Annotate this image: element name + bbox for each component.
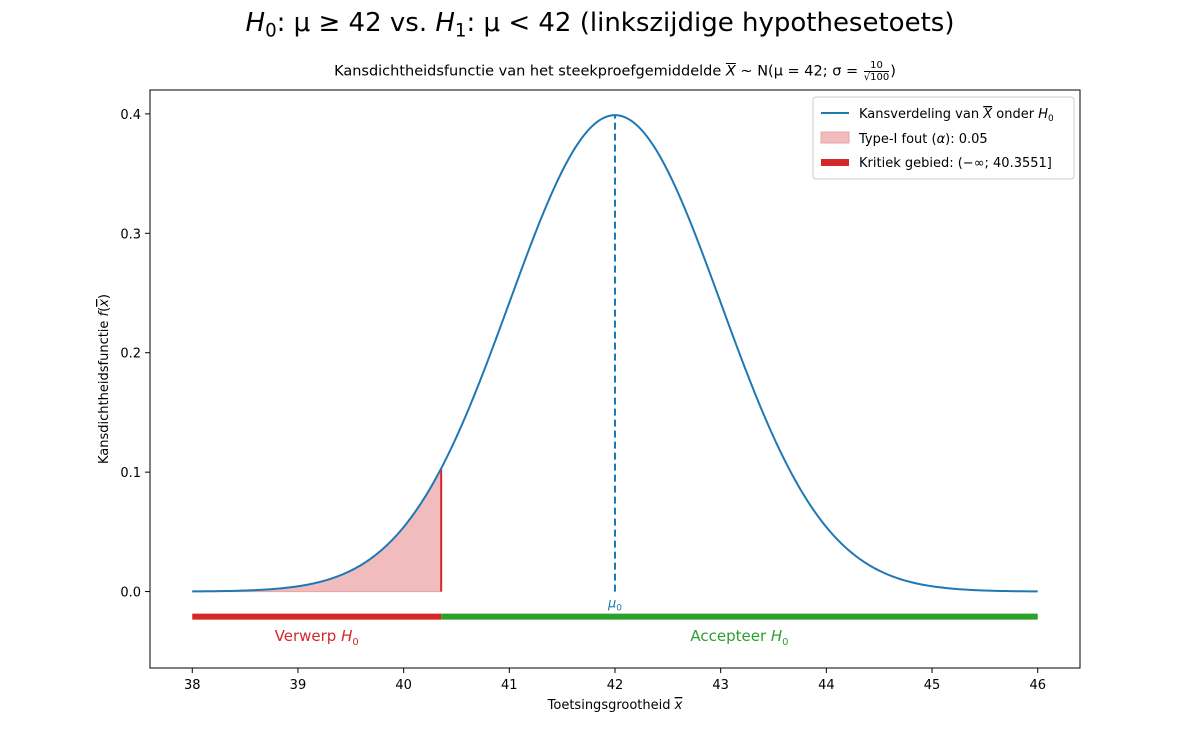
legend-entry-type-i: Type-I fout (α): 0.05 xyxy=(858,132,988,147)
legend-entry-critical: Kritiek gebied: (−∞; 40.3551] xyxy=(859,156,1052,171)
density-curve xyxy=(192,114,1038,593)
chart-title: H0: μ ≥ 42 vs. H1: μ < 42 (linkszijdige … xyxy=(245,8,955,42)
legend-fill-swatch xyxy=(820,131,850,144)
sigma-fraction: 10 √100 xyxy=(863,60,890,83)
y-axis-label: Kansdichtheidsfunctie f(x) xyxy=(97,294,112,464)
accept-region-label: Accepteer H0 xyxy=(690,627,788,648)
y-tick-label: 0.2 xyxy=(120,347,141,362)
x-tick-label: 42 xyxy=(607,678,624,693)
x-tick-label: 45 xyxy=(924,678,941,693)
x-tick-label: 43 xyxy=(712,678,729,693)
y-tick-label: 0.3 xyxy=(120,227,141,242)
y-tick-label: 0.4 xyxy=(120,108,141,123)
y-tick-label: 0.0 xyxy=(120,586,141,601)
x-tick-label: 40 xyxy=(395,678,412,693)
mu0-label: μ0 xyxy=(607,597,622,614)
x-tick-label: 38 xyxy=(184,678,201,693)
type-i-error-area xyxy=(192,468,442,592)
x-tick-label: 44 xyxy=(818,678,835,693)
x-axis-label: Toetsingsgrootheid x xyxy=(547,698,683,713)
reject-region-label: Verwerp H0 xyxy=(275,627,359,648)
legend-reject-swatch xyxy=(821,159,849,166)
x-tick-label: 46 xyxy=(1029,678,1046,693)
x-tick-label: 41 xyxy=(501,678,518,693)
y-tick-label: 0.1 xyxy=(120,466,141,481)
x-tick-label: 39 xyxy=(290,678,307,693)
legend-box xyxy=(812,96,1075,180)
legend-entry-curve: Kansverdeling van X onder H0 xyxy=(859,107,1054,124)
chart-subtitle: Kansdichtheidsfunctie van het steekproef… xyxy=(334,60,896,83)
